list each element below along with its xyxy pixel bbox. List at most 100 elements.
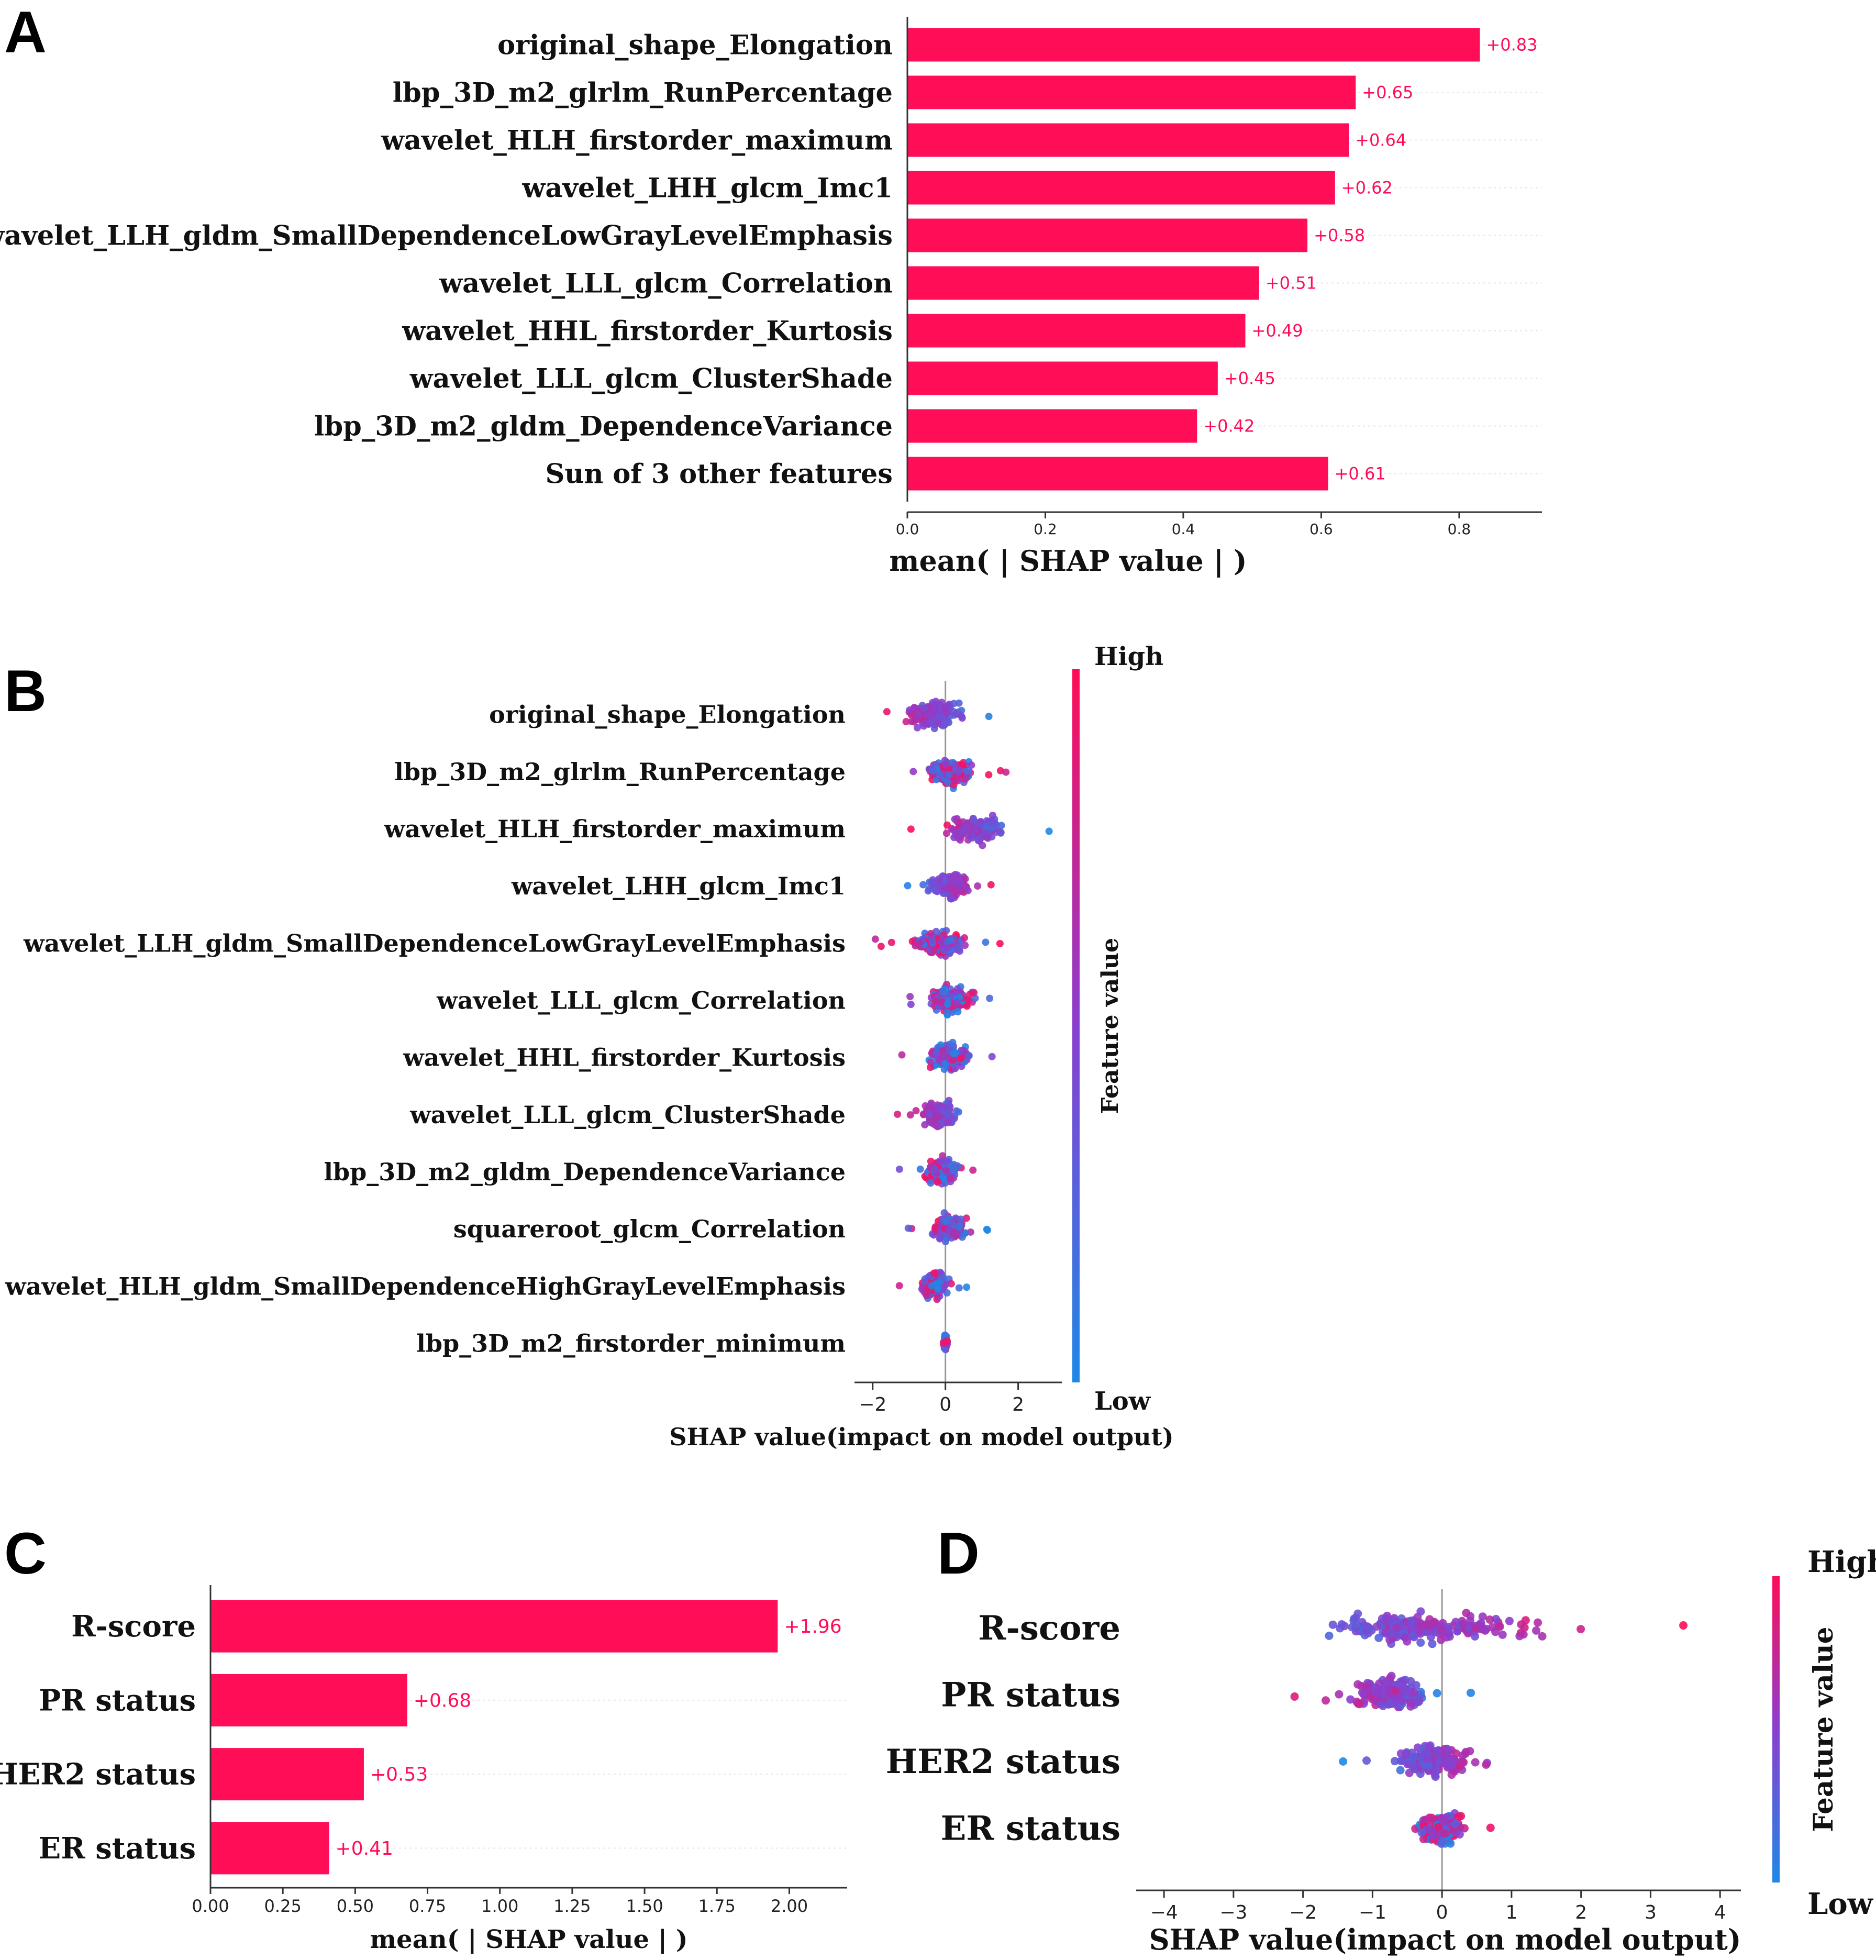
swarm-point (989, 812, 996, 820)
swarm-point (950, 1166, 958, 1174)
swarm-point (996, 939, 1004, 947)
colorbar (1772, 1576, 1780, 1883)
swarm-point (1485, 1615, 1494, 1624)
swarm-point (1459, 1758, 1468, 1767)
swarm-point (927, 1058, 935, 1066)
swarm-point (1045, 827, 1053, 835)
swarm-point (1416, 1607, 1425, 1616)
swarm-point (926, 1064, 934, 1071)
swarm-point (1374, 1633, 1383, 1642)
swarm-point (931, 1223, 939, 1231)
bar (210, 1822, 329, 1875)
swarm-point (986, 994, 994, 1002)
category-label: ER status (38, 1831, 196, 1866)
swarm-point (1396, 1696, 1405, 1705)
bar (210, 1748, 364, 1801)
swarm-point (1437, 1635, 1446, 1644)
chart-d: R-score PR status HER2 status ER status −4 −3… (886, 1545, 1876, 1956)
swarm-point (904, 882, 912, 890)
swarm-point (1450, 1767, 1459, 1776)
swarm-point (1433, 1689, 1441, 1698)
category-label: wavelet_LLH_gldm_SmallDependenceLowGrayL… (0, 220, 893, 251)
category-label: R-score (71, 1609, 196, 1644)
swarm-point (1471, 1624, 1480, 1633)
swarm-point (953, 999, 961, 1006)
x-axis-label: mean( | SHAP value | ) (370, 1925, 687, 1954)
swarm-point (947, 936, 955, 944)
swarm-point (1505, 1616, 1514, 1625)
swarm-point (1325, 1631, 1334, 1640)
swarm-point (957, 1215, 965, 1223)
swarm-point (1446, 1839, 1455, 1848)
bar-value-label: +0.65 (1362, 83, 1413, 103)
swarm-point (934, 1285, 941, 1293)
swarm-point (961, 942, 969, 949)
swarm-point (1405, 1768, 1414, 1777)
swarm-point (963, 1283, 971, 1291)
swarm-point (949, 1057, 957, 1065)
colorbar-title: Feature value (1808, 1626, 1839, 1832)
swarm-point (950, 781, 958, 789)
swarm-point (988, 1053, 996, 1060)
swarm-point (1346, 1695, 1355, 1704)
swarm-point (1532, 1626, 1541, 1635)
feature-label: wavelet_HLH_gldm_SmallDependenceHighGray… (5, 1272, 846, 1300)
bar-value-label: +0.49 (1252, 321, 1303, 341)
swarm-point (983, 1225, 991, 1233)
swarm-point (902, 718, 910, 726)
swarm-point (912, 1107, 920, 1115)
swarm-point (946, 1175, 954, 1182)
swarm-point (969, 815, 977, 823)
x-tick-label: 1.50 (626, 1896, 663, 1916)
swarm-point (947, 1280, 955, 1288)
swarm-point (1402, 1748, 1411, 1757)
swarm-point (954, 1008, 962, 1016)
x-tick-label: 1.75 (698, 1896, 736, 1916)
x-tick-label: 2 (1012, 1394, 1024, 1415)
swarm-point (942, 829, 950, 837)
swarm-point (943, 1337, 951, 1345)
x-tick-label: 2.00 (771, 1896, 808, 1916)
swarm-point (945, 771, 953, 779)
feature-label: lbp_3D_m2_glrlm_RunPercentage (394, 758, 846, 786)
swarm-point (979, 841, 986, 849)
swarm-point (909, 768, 917, 776)
feature-label: wavelet_HLH_firstorder_maximum (384, 815, 846, 843)
swarm-point (987, 881, 995, 889)
bar-value-label: +0.42 (1203, 416, 1255, 436)
swarm-point (936, 881, 943, 889)
colorbar-high-label: High (1094, 642, 1163, 671)
swarm-point (939, 1047, 947, 1055)
x-tick-label: 0.8 (1448, 521, 1471, 538)
swarm-point (932, 1114, 940, 1122)
swarm-point (951, 815, 959, 823)
swarm-point (1400, 1683, 1408, 1692)
swarm-point (1336, 1624, 1345, 1633)
swarm-point (927, 1157, 935, 1165)
swarm-point (943, 1158, 951, 1166)
swarm-point (957, 887, 965, 895)
panel-label-c: C (4, 1521, 47, 1586)
x-tick-label: 0.4 (1172, 521, 1195, 538)
x-tick-label: 0.25 (264, 1896, 302, 1916)
swarm-point (929, 936, 937, 944)
bar (907, 28, 1480, 62)
swarm-point (1446, 1756, 1455, 1765)
feature-label: wavelet_LLH_gldm_SmallDependenceLowGrayL… (23, 929, 846, 957)
swarm-point (948, 895, 956, 903)
swarm-point (940, 704, 948, 712)
swarm-point (955, 699, 963, 707)
swarm-point (1002, 768, 1010, 776)
swarm-point (1392, 1631, 1401, 1640)
swarm-point (954, 880, 962, 888)
colorbar-low-label: Low (1807, 1887, 1874, 1921)
bar-value-label: +0.51 (1266, 273, 1317, 293)
swarm-point (1478, 1612, 1487, 1621)
swarm-point (937, 938, 945, 946)
swarm-point (931, 1166, 939, 1173)
swarm-point (954, 834, 962, 842)
swarm-point (945, 1109, 952, 1116)
swarm-point (1480, 1625, 1489, 1634)
swarm-point (936, 1234, 944, 1242)
swarm-point (930, 705, 938, 713)
